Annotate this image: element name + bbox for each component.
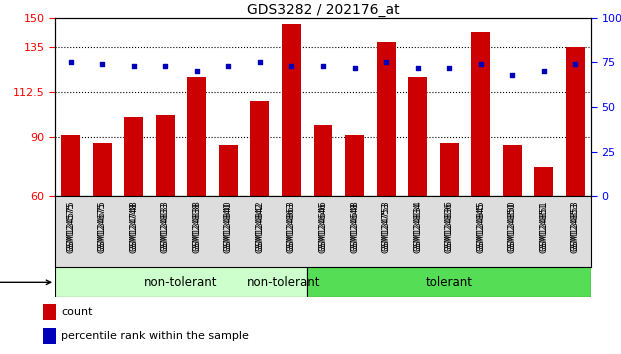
Text: count: count xyxy=(61,307,93,317)
Text: non-tolerant: non-tolerant xyxy=(144,276,218,289)
Text: percentile rank within the sample: percentile rank within the sample xyxy=(61,331,249,341)
Bar xyxy=(282,24,301,196)
Point xyxy=(318,63,328,69)
Bar xyxy=(55,267,307,297)
Text: GSM124834: GSM124834 xyxy=(413,202,422,253)
Point xyxy=(350,65,360,70)
Point xyxy=(444,65,454,70)
Text: GSM124748: GSM124748 xyxy=(129,202,138,253)
Bar xyxy=(307,267,591,297)
Point xyxy=(129,63,138,69)
Bar xyxy=(188,77,206,196)
Point xyxy=(97,61,107,67)
Point xyxy=(539,69,549,74)
Bar xyxy=(471,32,490,196)
Text: GSM124753: GSM124753 xyxy=(381,202,391,253)
Text: GSM124850: GSM124850 xyxy=(508,202,517,253)
Text: GSM124575: GSM124575 xyxy=(66,202,75,253)
Text: GSM124863: GSM124863 xyxy=(287,200,296,251)
Bar xyxy=(156,115,175,196)
Point xyxy=(507,72,517,78)
Bar xyxy=(43,304,56,320)
Bar xyxy=(219,145,238,196)
Text: GSM124834: GSM124834 xyxy=(413,200,422,251)
Text: GSM124838: GSM124838 xyxy=(193,200,201,251)
Text: GSM124851: GSM124851 xyxy=(539,202,548,253)
Text: GSM124838: GSM124838 xyxy=(193,202,201,253)
Text: GSM124833: GSM124833 xyxy=(161,202,170,253)
Bar xyxy=(440,143,458,196)
Text: GSM124753: GSM124753 xyxy=(381,200,391,251)
Text: specimen: specimen xyxy=(0,277,51,287)
Bar xyxy=(314,125,332,196)
Point xyxy=(476,61,486,67)
Bar xyxy=(566,47,585,196)
Point xyxy=(224,63,233,69)
Point xyxy=(66,59,76,65)
Text: GSM124842: GSM124842 xyxy=(255,202,265,253)
Bar xyxy=(61,135,80,196)
Bar xyxy=(93,143,112,196)
Bar xyxy=(503,145,522,196)
Text: GSM124748: GSM124748 xyxy=(129,200,138,251)
Point xyxy=(255,59,265,65)
Text: GSM124853: GSM124853 xyxy=(571,202,580,253)
Text: GSM124851: GSM124851 xyxy=(539,200,548,251)
Title: GDS3282 / 202176_at: GDS3282 / 202176_at xyxy=(247,3,399,17)
Text: GSM124646: GSM124646 xyxy=(319,202,327,253)
Point xyxy=(412,65,422,70)
Bar xyxy=(376,41,396,196)
Text: GSM124863: GSM124863 xyxy=(287,202,296,253)
Bar xyxy=(534,167,553,196)
Text: GSM124575: GSM124575 xyxy=(66,200,75,251)
Text: GSM124836: GSM124836 xyxy=(445,200,453,251)
Text: GSM124840: GSM124840 xyxy=(224,200,233,251)
Text: tolerant: tolerant xyxy=(425,276,473,289)
Bar xyxy=(408,77,427,196)
Text: GSM124833: GSM124833 xyxy=(161,200,170,251)
Text: GSM124845: GSM124845 xyxy=(476,200,485,251)
Point xyxy=(381,59,391,65)
Point xyxy=(192,69,202,74)
Text: GSM124648: GSM124648 xyxy=(350,202,359,253)
Text: GSM124646: GSM124646 xyxy=(319,200,327,251)
Bar xyxy=(345,135,364,196)
Text: GSM124836: GSM124836 xyxy=(445,202,453,253)
Text: GSM124675: GSM124675 xyxy=(97,202,107,253)
Bar xyxy=(124,117,143,196)
Point xyxy=(570,61,580,67)
Point xyxy=(160,63,170,69)
Text: GSM124675: GSM124675 xyxy=(97,200,107,251)
Point xyxy=(286,63,296,69)
Text: GSM124840: GSM124840 xyxy=(224,202,233,253)
Text: GSM124853: GSM124853 xyxy=(571,200,580,251)
Text: GSM124850: GSM124850 xyxy=(508,200,517,251)
Text: non-tolerant: non-tolerant xyxy=(247,276,320,289)
Bar xyxy=(250,101,270,196)
Text: GSM124842: GSM124842 xyxy=(255,200,265,251)
Bar xyxy=(43,328,56,344)
Text: GSM124845: GSM124845 xyxy=(476,202,485,253)
Text: GSM124648: GSM124648 xyxy=(350,200,359,251)
